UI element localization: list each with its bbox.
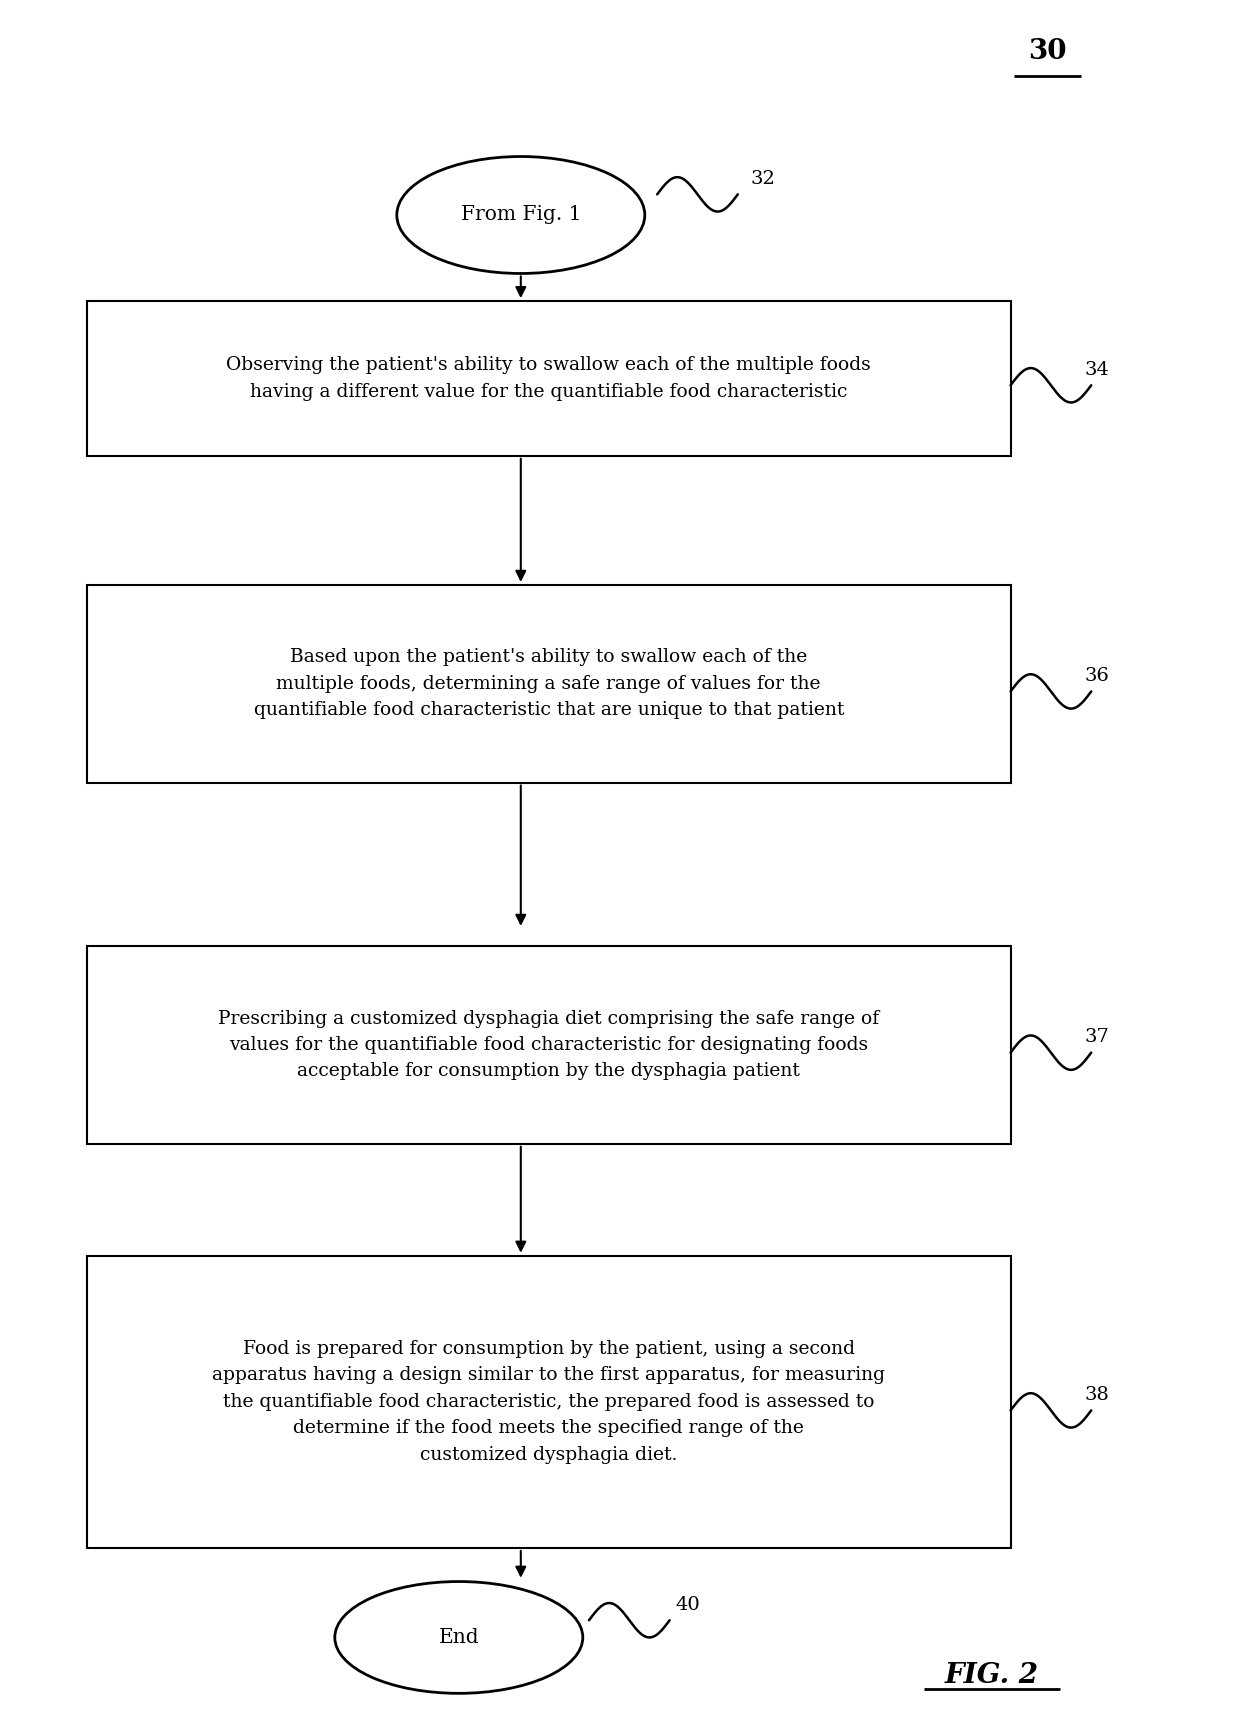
Text: 34: 34 bbox=[1085, 361, 1110, 378]
Text: Observing the patient's ability to swallow each of the multiple foods
having a d: Observing the patient's ability to swall… bbox=[227, 356, 870, 401]
Text: 32: 32 bbox=[750, 170, 775, 187]
FancyBboxPatch shape bbox=[87, 585, 1011, 783]
Text: 38: 38 bbox=[1085, 1386, 1110, 1404]
Text: Food is prepared for consumption by the patient, using a second
apparatus having: Food is prepared for consumption by the … bbox=[212, 1340, 885, 1464]
Text: 40: 40 bbox=[676, 1596, 701, 1613]
Text: 36: 36 bbox=[1085, 667, 1110, 685]
Text: Based upon the patient's ability to swallow each of the
multiple foods, determin: Based upon the patient's ability to swal… bbox=[253, 648, 844, 719]
Ellipse shape bbox=[335, 1582, 583, 1692]
Text: End: End bbox=[439, 1627, 479, 1648]
Text: 37: 37 bbox=[1085, 1029, 1110, 1046]
FancyBboxPatch shape bbox=[87, 1256, 1011, 1548]
FancyBboxPatch shape bbox=[87, 946, 1011, 1144]
Ellipse shape bbox=[397, 157, 645, 273]
Text: FIG. 2: FIG. 2 bbox=[945, 1662, 1039, 1689]
FancyBboxPatch shape bbox=[87, 301, 1011, 456]
Text: 30: 30 bbox=[1028, 38, 1068, 65]
Text: From Fig. 1: From Fig. 1 bbox=[460, 205, 582, 225]
Text: Prescribing a customized dysphagia diet comprising the safe range of
values for : Prescribing a customized dysphagia diet … bbox=[218, 1010, 879, 1080]
